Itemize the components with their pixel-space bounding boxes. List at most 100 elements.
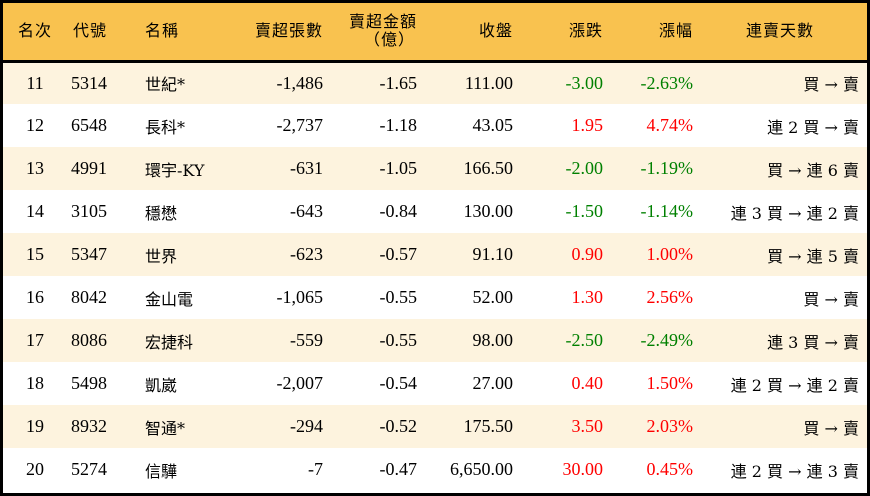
cell-change: 0.40 xyxy=(571,373,604,393)
cell-close: 175.50 xyxy=(463,416,514,436)
table-header-row: 名次 代號 名稱 賣超張數 賣超金額 （億） 收盤 漲跌 漲幅 連賣天數 xyxy=(3,3,867,61)
cell-net-sell-shares: -623 xyxy=(290,244,323,264)
cell-net-sell-amount: -0.57 xyxy=(379,244,418,264)
net-sell-ranking-table: 名次 代號 名稱 賣超張數 賣超金額 （億） 收盤 漲跌 漲幅 連賣天數 11 … xyxy=(3,3,867,491)
header-name: 名稱 xyxy=(145,21,180,41)
cell-change-pct: 1.00% xyxy=(646,244,694,264)
cell-close: 98.00 xyxy=(472,330,514,350)
table-row: 14 3105 穩懋 -643 -0.84 130.00 -1.50 -1.14… xyxy=(3,190,867,233)
cell-rank: 14 xyxy=(26,201,44,221)
cell-name: 金山電 xyxy=(145,289,194,309)
cell-change: -2.00 xyxy=(565,158,604,178)
cell-rank: 17 xyxy=(26,330,44,350)
header-consecutive-days: 連賣天數 xyxy=(745,21,814,41)
cell-net-sell-amount: -0.47 xyxy=(379,459,418,479)
cell-change: 30.00 xyxy=(562,459,604,479)
cell-change-pct: 4.74% xyxy=(646,115,694,135)
cell-consecutive-days: 連 3 買 → 賣 xyxy=(767,332,859,352)
cell-net-sell-shares: -2,737 xyxy=(276,115,324,135)
header-close: 收盤 xyxy=(478,21,513,41)
cell-change-pct: -2.49% xyxy=(640,330,694,350)
cell-net-sell-shares: -2,007 xyxy=(276,373,324,393)
header-net-sell-amount: 賣超金額 （億） xyxy=(323,3,417,61)
cell-rank: 19 xyxy=(26,416,44,436)
cell-close: 130.00 xyxy=(463,201,514,221)
cell-consecutive-days: 買 → 連 6 賣 xyxy=(767,160,859,180)
cell-net-sell-amount: -0.55 xyxy=(379,287,418,307)
header-rank: 名次 xyxy=(17,21,52,41)
cell-net-sell-amount: -0.54 xyxy=(379,373,418,393)
cell-rank: 12 xyxy=(26,115,44,135)
cell-change-pct: 2.03% xyxy=(646,416,694,436)
cell-change: -2.50 xyxy=(565,330,604,350)
table-row: 19 8932 智通* -294 -0.52 175.50 3.50 2.03%… xyxy=(3,405,867,448)
cell-net-sell-amount: -0.84 xyxy=(379,201,418,221)
cell-rank: 13 xyxy=(26,158,44,178)
cell-close: 111.00 xyxy=(464,72,513,93)
cell-code: 5347 xyxy=(71,244,107,264)
cell-change: 3.50 xyxy=(571,416,604,436)
cell-net-sell-amount: -0.55 xyxy=(379,330,418,350)
header-net-sell-shares: 賣超張數 xyxy=(254,21,323,41)
cell-rank: 11 xyxy=(26,72,44,93)
cell-change-pct: 1.50% xyxy=(646,373,694,393)
cell-name: 凱崴 xyxy=(145,375,178,395)
cell-consecutive-days: 買 → 賣 xyxy=(803,418,859,438)
table-row: 13 4991 環宇-KY -631 -1.05 166.50 -2.00 -1… xyxy=(3,147,867,190)
cell-rank: 18 xyxy=(26,373,44,393)
header-net-sell-amount-line2: （億） xyxy=(363,30,415,50)
cell-net-sell-shares: -559 xyxy=(290,330,323,350)
cell-name: 世界 xyxy=(145,246,178,266)
table-row: 17 8086 宏捷科 -559 -0.55 98.00 -2.50 -2.49… xyxy=(3,319,867,362)
cell-change: 1.95 xyxy=(571,115,604,135)
table-body: 11 5314 世紀* -1,486 -1.65 111.00 -3.00 -2… xyxy=(3,61,867,491)
cell-close: 6,650.00 xyxy=(450,459,513,479)
cell-code: 3105 xyxy=(71,201,107,221)
header-change-pct: 漲幅 xyxy=(658,21,693,41)
cell-change-pct: 0.45% xyxy=(646,459,694,479)
cell-change-pct: -2.63% xyxy=(640,72,694,93)
table-row: 18 5498 凱崴 -2,007 -0.54 27.00 0.40 1.50%… xyxy=(3,362,867,405)
cell-name: 穩懋 xyxy=(145,203,178,223)
cell-rank: 15 xyxy=(26,244,44,264)
header-code: 代號 xyxy=(73,21,108,41)
cell-consecutive-days: 連 3 買 → 連 2 賣 xyxy=(730,203,859,223)
cell-consecutive-days: 連 2 買 → 連 3 賣 xyxy=(730,461,859,481)
cell-consecutive-days: 買 → 連 5 賣 xyxy=(767,246,859,266)
cell-code: 5314 xyxy=(71,72,107,93)
cell-net-sell-amount: -1.18 xyxy=(379,115,418,135)
cell-code: 8932 xyxy=(71,416,107,436)
cell-close: 91.10 xyxy=(472,244,514,264)
cell-code: 5498 xyxy=(71,373,107,393)
cell-net-sell-shares: -294 xyxy=(290,416,323,436)
cell-name: 信驊 xyxy=(145,461,178,481)
cell-code: 4991 xyxy=(71,158,107,178)
cell-change: -1.50 xyxy=(565,201,604,221)
cell-close: 52.00 xyxy=(472,287,514,307)
cell-change-pct: -1.14% xyxy=(640,201,694,221)
cell-net-sell-amount: -0.52 xyxy=(379,416,418,436)
cell-change: -3.00 xyxy=(565,72,604,93)
table-row: 16 8042 金山電 -1,065 -0.55 52.00 1.30 2.56… xyxy=(3,276,867,319)
cell-rank: 16 xyxy=(26,287,44,307)
cell-name: 世紀* xyxy=(145,75,186,95)
table-row: 11 5314 世紀* -1,486 -1.65 111.00 -3.00 -2… xyxy=(3,61,867,104)
cell-net-sell-shares: -631 xyxy=(290,158,323,178)
cell-code: 5274 xyxy=(71,459,107,479)
cell-net-sell-amount: -1.05 xyxy=(379,158,418,178)
header-change: 漲跌 xyxy=(568,21,603,41)
cell-name: 長科* xyxy=(145,117,186,137)
cell-net-sell-shares: -1,065 xyxy=(276,287,324,307)
cell-net-sell-shares: -1,486 xyxy=(276,72,324,93)
cell-net-sell-shares: -643 xyxy=(290,201,323,221)
cell-net-sell-shares: -7 xyxy=(308,459,323,479)
cell-close: 43.05 xyxy=(472,115,514,135)
cell-name: 智通* xyxy=(145,418,186,438)
cell-close: 27.00 xyxy=(472,373,514,393)
cell-consecutive-days: 買 → 賣 xyxy=(803,289,859,309)
cell-consecutive-days: 買 → 賣 xyxy=(803,75,859,95)
cell-close: 166.50 xyxy=(463,158,514,178)
cell-consecutive-days: 連 2 買 → 賣 xyxy=(767,117,859,137)
cell-change: 1.30 xyxy=(571,287,604,307)
